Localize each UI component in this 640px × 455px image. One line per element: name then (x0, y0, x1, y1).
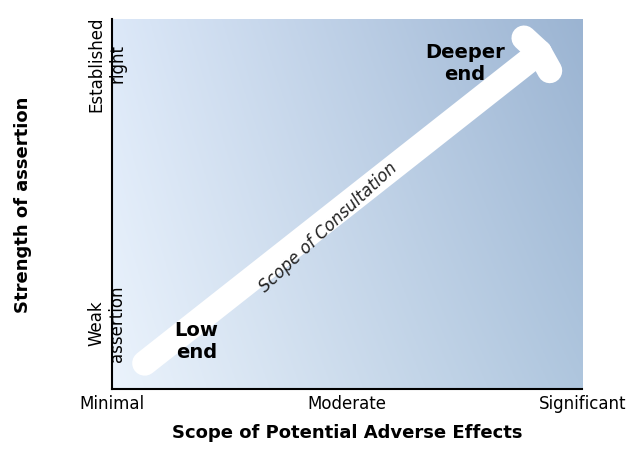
Y-axis label: Strength of assertion: Strength of assertion (14, 96, 32, 312)
X-axis label: Scope of Potential Adverse Effects: Scope of Potential Adverse Effects (172, 423, 522, 441)
Text: Scope of Consultation: Scope of Consultation (256, 158, 401, 295)
Text: Deeper
end: Deeper end (425, 43, 504, 84)
Text: Low
end: Low end (175, 321, 218, 362)
